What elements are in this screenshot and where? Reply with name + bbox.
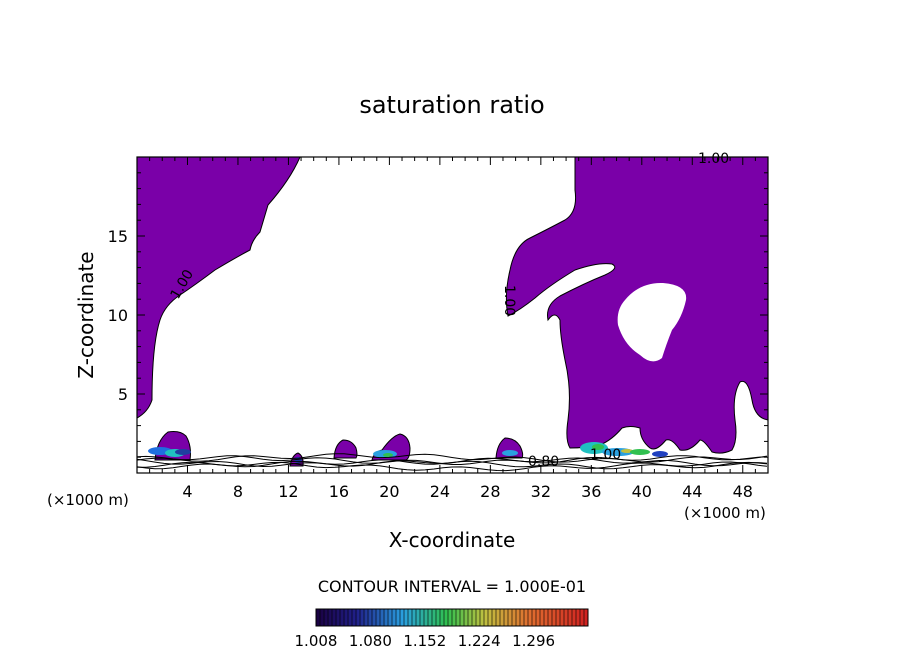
surface-contour-line — [137, 455, 768, 465]
plot-area — [137, 157, 768, 473]
x-axis-label: X-coordinate — [389, 528, 516, 552]
x-unit-left: (×1000 m) — [47, 491, 129, 509]
colorbar-tick-label: 1.152 — [403, 632, 446, 650]
y-tick-label: 10 — [108, 306, 128, 325]
y-ticks: 5 10 15 — [108, 172, 768, 458]
colorbar-tick-label: 1.080 — [349, 632, 392, 650]
x-tick-label: 24 — [430, 482, 450, 501]
chart-title: saturation ratio — [359, 91, 544, 119]
x-tick-label: 32 — [531, 482, 551, 501]
colorbar-ticks: 1.008 1.080 1.152 1.224 1.296 — [295, 632, 556, 650]
x-tick-label: 8 — [233, 482, 243, 501]
x-tick-label: 48 — [733, 482, 753, 501]
high-value-core-blob — [175, 449, 191, 455]
colorbar-tick-label: 1.296 — [512, 632, 555, 650]
contour-labels: 1.001.00 1.001.000.80 — [168, 151, 730, 470]
x-tick-label: 36 — [581, 482, 601, 501]
surface-contours — [137, 453, 768, 472]
unsaturated-hole — [617, 282, 687, 362]
x-tick-label: 20 — [379, 482, 399, 501]
x-tick-label: 44 — [682, 482, 702, 501]
colorbar-tick-label: 1.224 — [458, 632, 501, 650]
contour-interval-note: CONTOUR INTERVAL = 1.000E-01 — [318, 577, 586, 596]
y-tick-label: 5 — [118, 385, 128, 404]
x-unit-right: (×1000 m) — [684, 504, 766, 522]
x-tick-label: 40 — [632, 482, 652, 501]
x-tick-label: 16 — [329, 482, 349, 501]
high-value-core-blob — [383, 453, 393, 457]
contour-label: 1.00 — [501, 285, 517, 316]
high-value-core-blob — [502, 450, 518, 456]
high-value-core-blob — [630, 449, 650, 455]
y-tick-label: 15 — [108, 227, 128, 246]
surface-contour-line — [137, 461, 768, 472]
x-tick-label: 28 — [480, 482, 500, 501]
high-value-core-blob — [592, 444, 604, 450]
supersaturated-region-left — [137, 157, 301, 419]
high-value-core — [148, 442, 668, 463]
surface-contour-line — [137, 453, 768, 463]
x-ticks: 4 8 12 16 20 24 28 32 36 40 44 48 — [149, 157, 756, 501]
y-axis-label: Z-coordinate — [74, 251, 98, 378]
contour-label: 1.00 — [590, 447, 621, 463]
contour-label: 1.00 — [698, 151, 729, 167]
high-value-core-blob — [652, 451, 668, 457]
contour-label: 0.80 — [528, 454, 559, 470]
colorbar-tick-label: 1.008 — [295, 632, 338, 650]
colorbar-bands — [315, 609, 589, 626]
x-tick-label: 12 — [278, 482, 298, 501]
x-tick-label: 4 — [182, 482, 192, 501]
